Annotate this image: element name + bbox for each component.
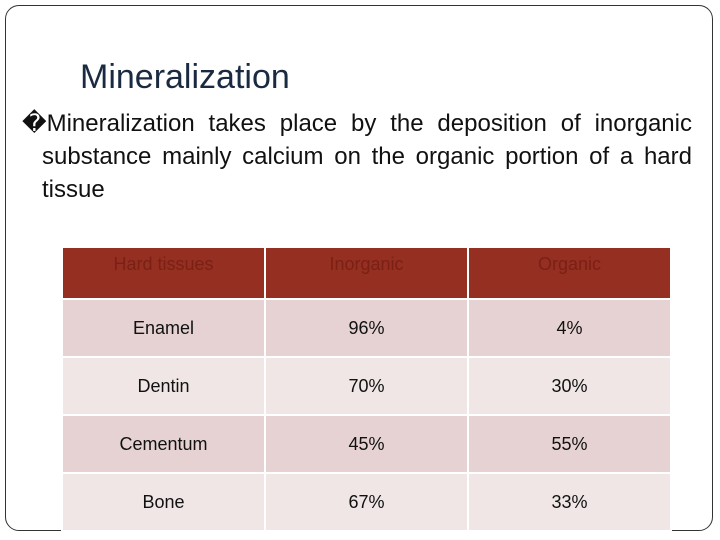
table-cell: 55%: [467, 414, 672, 474]
table-cell: 70%: [264, 356, 469, 416]
table-cell: Enamel: [61, 298, 266, 358]
table-cell: Dentin: [61, 356, 266, 416]
table-row: Dentin 70% 30%: [61, 356, 672, 416]
table-row: Bone 67% 33%: [61, 472, 672, 532]
slide-title: Mineralization: [80, 58, 290, 96]
table-cell: Cementum: [61, 414, 266, 474]
header-cell: Inorganic: [264, 246, 469, 300]
table-cell: 45%: [264, 414, 469, 474]
table-cell: 67%: [264, 472, 469, 532]
table-cell: 4%: [467, 298, 672, 358]
table-cell: 33%: [467, 472, 672, 532]
table-cell: 96%: [264, 298, 469, 358]
header-row: Hard tissues Inorganic Organic: [61, 246, 672, 300]
body-text: �Mineralization takes place by the depos…: [22, 110, 692, 203]
header-cell: Organic: [467, 246, 672, 300]
data-table: Hard tissues Inorganic Organic Enamel 96% 4%…: [61, 246, 672, 532]
table-cell: Bone: [61, 472, 266, 532]
table-cell: 30%: [467, 356, 672, 416]
header-cell: Hard tissues: [61, 246, 266, 300]
table-row: Cementum 45% 55%: [61, 414, 672, 474]
table-row: Enamel 96% 4%: [61, 298, 672, 358]
